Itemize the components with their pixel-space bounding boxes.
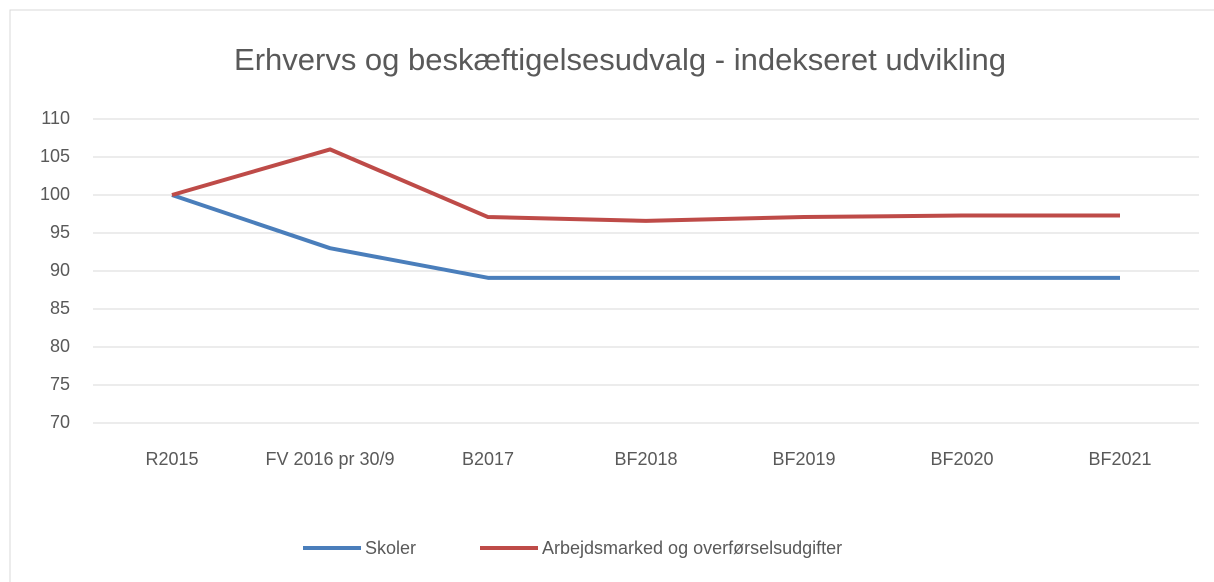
series-line xyxy=(171,147,1120,223)
y-tick-label: 90 xyxy=(50,260,70,280)
x-tick-label: BF2020 xyxy=(930,449,994,469)
x-tick-label: B2017 xyxy=(461,449,515,469)
y-tick-label: 70 xyxy=(50,412,70,432)
x-tick-label: BF2019 xyxy=(772,449,836,469)
x-tick-label: R2015 xyxy=(145,449,199,469)
y-tick-label: 100 xyxy=(40,184,70,204)
x-tick-label: BF2018 xyxy=(614,449,678,469)
y-tick-label: 85 xyxy=(50,298,70,318)
x-tick-label: FV 2016 pr 30/9 xyxy=(265,449,395,469)
chart-title: Erhvervs og beskæftigelsesudvalg - indek… xyxy=(234,42,1006,77)
y-tick-label: 95 xyxy=(50,222,70,242)
x-tick-label: BF2021 xyxy=(1088,449,1152,469)
y-tick-label: 110 xyxy=(41,108,70,128)
y-tick-label: 80 xyxy=(50,336,70,356)
legend-label: Arbejdsmarked og overførselsudgifter xyxy=(542,538,842,558)
chart-border xyxy=(9,9,1214,582)
y-tick-label: 105 xyxy=(40,146,70,166)
series-line xyxy=(171,193,1120,280)
legend-label: Skoler xyxy=(365,538,416,558)
y-tick-label: 75 xyxy=(50,374,70,394)
